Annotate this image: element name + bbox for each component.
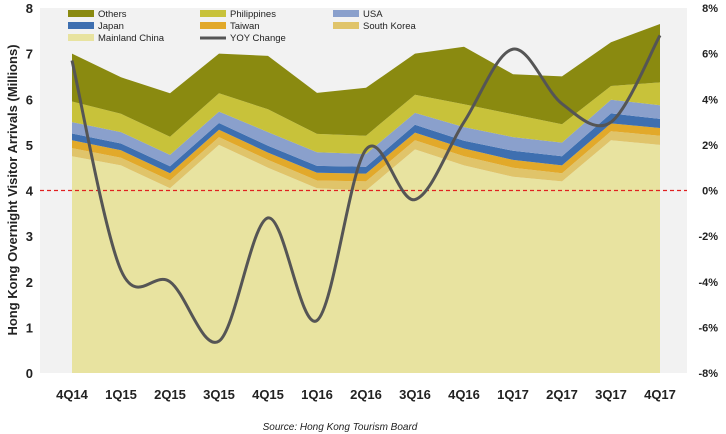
x-tick-label: 1Q15 <box>105 387 137 402</box>
legend-item-usa: USA <box>333 9 383 20</box>
x-tick-label: 2Q16 <box>350 387 382 402</box>
y-tick-label: 3 <box>26 229 33 244</box>
stacked-areas <box>72 24 660 373</box>
yoy-line-layer <box>70 34 662 344</box>
x-tick-label: 4Q17 <box>644 387 676 402</box>
legend-label: Japan <box>98 21 124 32</box>
legend-swatch <box>68 22 94 29</box>
y-tick-label: 5 <box>26 138 33 153</box>
legend-label: Others <box>98 9 127 20</box>
legend-swatch <box>68 34 94 41</box>
area-taiwan <box>72 123 660 182</box>
y-tick-label: 8 <box>26 1 33 16</box>
x-tick-label: 4Q14 <box>56 387 89 402</box>
y-tick-label: 4 <box>26 184 34 199</box>
legend-swatch <box>333 10 359 17</box>
x-axis-ticks: 4Q14 1Q15 2Q15 3Q15 4Q15 1Q16 2Q16 3Q16 4Q16 1Q17… <box>56 387 676 402</box>
y2-tick-label: 4% <box>702 94 718 106</box>
y2-tick-label: 0% <box>702 186 718 198</box>
y2-tick-label: 6% <box>702 49 718 61</box>
y-tick-label: 1 <box>26 320 33 335</box>
x-tick-label: 1Q17 <box>497 387 529 402</box>
x-tick-label: 1Q16 <box>301 387 333 402</box>
legend-item-mainland-china: Mainland China <box>68 33 165 44</box>
x-tick-label: 2Q15 <box>154 387 186 402</box>
x-tick-label: 3Q15 <box>203 387 235 402</box>
yoy-change-line <box>70 34 662 344</box>
x-tick-label: 2Q17 <box>546 387 578 402</box>
y2-axis-ticks: -8% -6% -4% -2% 0% 2% 4% 6% 8% <box>698 3 718 380</box>
area-japan <box>72 113 660 174</box>
legend-swatch <box>200 10 226 17</box>
y2-tick-label: -2% <box>698 231 718 243</box>
area-others <box>72 24 660 137</box>
y-axis-title: Hong Kong Overnight Visitor Arrivals (Mi… <box>5 44 20 335</box>
legend-swatch <box>200 22 226 29</box>
x-tick-label: 4Q16 <box>448 387 480 402</box>
y2-tick-label: -4% <box>698 277 718 289</box>
legend-item-south-korea: South Korea <box>333 21 417 32</box>
legend: Others Philippines USA Japan Taiwan South Kor… <box>68 9 417 44</box>
legend-label: Taiwan <box>230 21 260 32</box>
y2-tick-label: 2% <box>702 140 718 152</box>
y-tick-label: 7 <box>26 47 33 62</box>
legend-label: Philippines <box>230 9 276 20</box>
x-tick-label: 3Q17 <box>595 387 627 402</box>
area-philippines <box>72 82 660 155</box>
legend-item-taiwan: Taiwan <box>200 21 260 32</box>
y2-tick-label: -6% <box>698 322 718 334</box>
y-tick-label: 2 <box>26 275 33 290</box>
x-tick-label: 3Q16 <box>399 387 431 402</box>
legend-label: Mainland China <box>98 33 165 44</box>
area-mainland-china <box>72 140 660 373</box>
legend-item-philippines: Philippines <box>200 9 276 20</box>
x-tick-label: 4Q15 <box>252 387 284 402</box>
legend-label: South Korea <box>363 21 417 32</box>
y-tick-label: 6 <box>26 92 33 107</box>
source-note: Source: Hong Kong Tourism Board <box>263 422 418 433</box>
area-usa <box>72 99 660 167</box>
y-tick-label: 0 <box>26 366 33 381</box>
y2-tick-label: -8% <box>698 368 718 380</box>
area-south-korea <box>72 131 660 191</box>
legend-swatch <box>333 22 359 29</box>
legend-label: YOY Change <box>230 33 286 44</box>
legend-item-japan: Japan <box>68 21 124 32</box>
legend-label: USA <box>363 9 383 20</box>
y2-tick-label: 8% <box>702 3 718 15</box>
legend-swatch <box>68 10 94 17</box>
legend-item-yoy-change: YOY Change <box>200 33 286 44</box>
legend-item-others: Others <box>68 9 127 20</box>
y-axis-ticks: 0 1 2 3 4 5 6 7 8 <box>26 1 34 381</box>
